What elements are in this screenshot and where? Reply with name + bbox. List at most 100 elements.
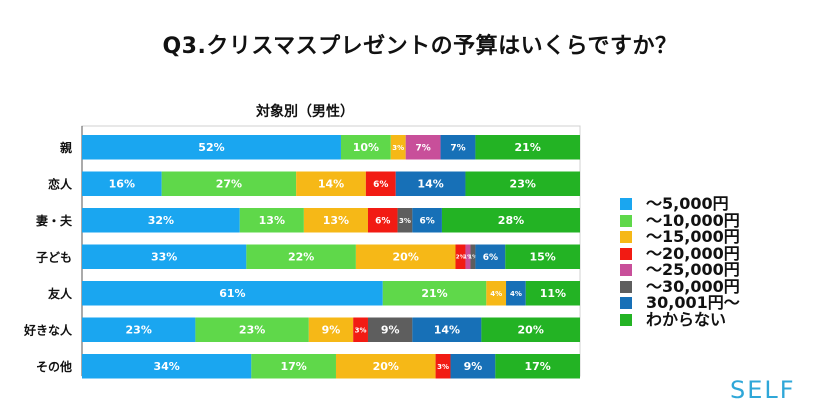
data-label: 17% [524,360,550,373]
data-label: 20% [393,251,419,264]
data-label: 14% [417,178,443,191]
bar-segment [495,354,580,379]
legend: 〜5,000円 〜10,000円 〜15,000円 〜20,000円 〜25,000円〜… [620,196,740,328]
data-label: 4% [510,290,522,298]
data-label: 21% [515,141,541,154]
legend-label: 〜30,000円 [646,276,740,296]
data-label: 20% [518,324,544,337]
legend-swatch [620,313,632,326]
bar-segment [505,244,580,269]
bar-segment [340,135,391,160]
bar-segment [506,281,526,306]
legend-item: わからない [620,309,740,329]
legend-item: 〜30,000円 [620,276,740,296]
bar-segment [440,135,476,160]
bar-segment [367,317,413,342]
legend-swatch [620,214,632,227]
legend-item: 30,001円〜 [620,295,740,311]
category-label: 子ども [36,250,72,264]
data-label: 32% [148,214,174,227]
legend-label: 〜25,000円 [646,260,740,279]
category-label: 妻・夫 [36,213,73,228]
legend-label: 30,001円〜 [646,293,740,312]
bar-segment [82,317,196,342]
data-label: 9% [381,324,400,337]
category-label: 友人 [47,286,73,301]
bar-segment [395,171,466,196]
data-label: 22% [288,251,314,264]
data-label: 3% [392,144,404,152]
data-label: 1% [463,255,473,261]
data-label: 23% [239,324,265,337]
bar-segment [251,354,336,379]
legend-label: わからない [646,309,727,329]
bar-segment [525,281,580,306]
bar-segment [481,317,580,342]
bar-segment [465,244,471,269]
data-label: 14% [434,324,460,337]
bar-segment [405,135,441,160]
data-label: 3% [355,326,367,334]
bar-segment [355,244,456,269]
bar-segment [239,208,304,233]
data-label: 6% [483,253,498,263]
data-label: 20% [373,360,399,373]
legend-item: 〜5,000円 [620,196,740,212]
data-label: 3% [437,363,449,371]
category-label: 恋人 [48,176,73,191]
bar-segment [397,208,413,233]
data-label: 28% [498,214,524,227]
data-label: 3% [399,217,411,225]
category-label: 親 [60,140,72,155]
bar-segment [486,281,507,306]
bar-segment [82,281,383,306]
bar-segment [412,317,482,342]
data-label: 23% [510,178,536,191]
bar-segment [412,208,442,233]
bar-segment [161,171,297,196]
chart-subtitle: 対象別（男性） [256,104,354,120]
legend-item: 〜20,000円 [620,243,740,263]
legend-swatch [620,198,632,210]
data-label: 6% [375,216,390,226]
data-label: 9% [464,360,483,373]
bar-segment [82,244,247,269]
legend-swatch [620,264,632,276]
data-label: 13% [259,214,285,227]
bar-segment [450,354,496,379]
data-label: 10% [353,141,379,154]
legend-swatch [620,297,632,309]
bar-segment [367,208,398,233]
data-label: 34% [153,360,179,373]
bar-segment [195,317,309,342]
legend-label: 〜20,000円 [646,243,740,263]
legend-item: 〜25,000円 [620,262,740,278]
bar-segment [82,354,252,379]
legend-item: 〜10,000円 [620,210,740,230]
data-label: 6% [420,216,435,226]
self-logo: SELF [730,376,796,404]
legend-label: 〜15,000円 [646,227,740,246]
bar-segment [82,171,162,196]
data-label: 52% [198,141,224,154]
bar-segment [382,281,487,306]
data-label: 7% [450,143,465,153]
bar-segment [441,208,580,233]
bar-segment [465,171,580,196]
data-label: 2% [456,255,466,261]
bar-segment [308,317,354,342]
bar-segment [455,244,466,269]
data-label: 17% [280,360,306,373]
data-label: 11% [540,287,566,300]
data-label: 1% [468,255,478,261]
bar-segment [296,171,366,196]
bar-segment [82,208,240,233]
data-label: 4% [490,290,502,298]
legend-label: 〜10,000円 [646,210,740,230]
legend-swatch [620,280,632,293]
bar-segment [246,244,356,269]
data-label: 33% [151,251,177,264]
bar-segment [390,135,406,160]
data-label: 9% [322,324,341,337]
